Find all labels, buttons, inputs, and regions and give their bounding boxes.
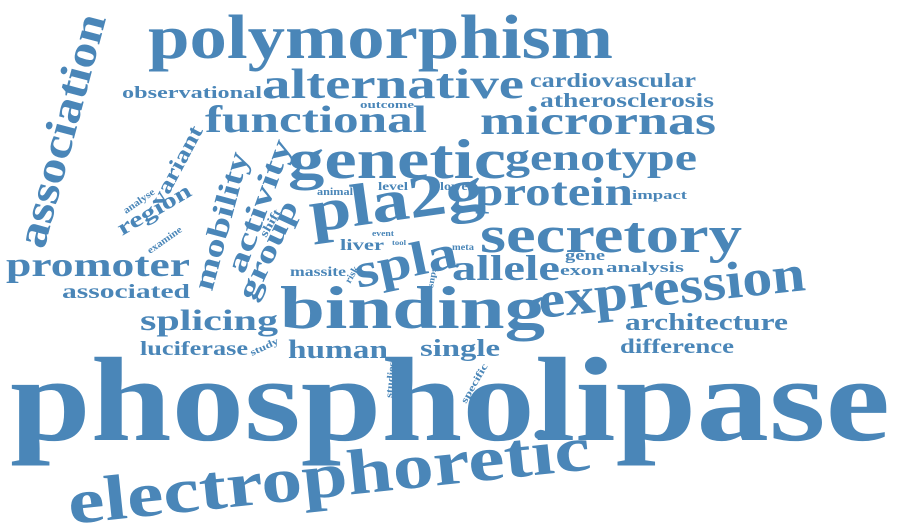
word-promoter: promoter	[6, 247, 190, 284]
word-tool: tool	[392, 239, 406, 247]
word-micrornas: micrornas	[480, 98, 716, 143]
word-outcome: outcome	[360, 100, 415, 111]
word-analysis: analysis	[606, 260, 684, 276]
word-cardiovascular: cardiovascular	[530, 70, 696, 92]
word-protein: protein	[475, 169, 633, 214]
word-binding: binding	[280, 275, 545, 341]
word-lower: lower	[440, 179, 475, 193]
word-associated: associated	[62, 281, 190, 303]
word-phospholipase: phospholipase	[10, 333, 890, 466]
word-event: event	[372, 229, 394, 238]
word-human: human	[288, 335, 389, 364]
word-luciferase: luciferase	[140, 338, 248, 360]
word-secretory: secretory	[480, 207, 742, 264]
word-gene: gene	[565, 248, 605, 264]
word-functional: functional	[205, 99, 427, 141]
word-allele: allele	[452, 248, 560, 288]
word-studies: studies	[384, 361, 398, 398]
word-meta: meta	[452, 242, 475, 252]
word-observational: observational	[122, 83, 262, 102]
word-architecture: architecture	[625, 310, 788, 336]
word-atherosclerosis: atherosclerosis	[540, 90, 714, 112]
word-alternative: alternative	[262, 62, 524, 108]
word-single: single	[420, 336, 500, 362]
word-liver: liver	[340, 237, 384, 254]
word-genetic: genetic	[288, 129, 506, 191]
word-splicing: splicing	[140, 304, 278, 337]
word-exon: exon	[560, 263, 605, 279]
word-impact: impact	[632, 187, 688, 202]
word-level: level	[378, 179, 409, 193]
word-polymorphism: polymorphism	[148, 4, 613, 72]
word-genotype: genotype	[505, 137, 697, 179]
word-difference: difference	[620, 334, 734, 358]
word-association: association	[6, 8, 115, 253]
word-massite: massite	[290, 265, 346, 280]
word-animal: animal	[317, 187, 353, 198]
word-snps: snps	[425, 266, 438, 288]
